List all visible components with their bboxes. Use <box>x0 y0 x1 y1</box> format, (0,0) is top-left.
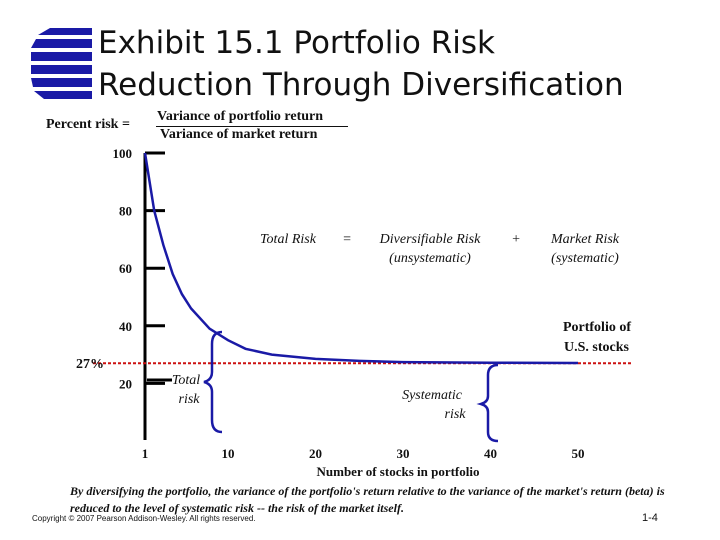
y-tick-label: 100 <box>113 146 133 161</box>
x-tick-label: 30 <box>397 446 410 461</box>
equation-plus: + <box>511 232 520 247</box>
formula-fraction-line <box>156 126 348 127</box>
publisher-logo <box>31 28 92 99</box>
formula-denominator: Variance of market return <box>160 127 318 142</box>
systematic-risk-label-line-1: Systematic <box>402 388 463 403</box>
title-line-2: Reduction Through Diversification <box>98 67 624 103</box>
slide-number: 1-4 <box>642 512 658 524</box>
y-tick-label: 40 <box>119 319 132 334</box>
y-tick-label: 60 <box>119 261 132 276</box>
formula-numerator: Variance of portfolio return <box>157 109 324 124</box>
systematic-risk-brace <box>476 363 499 443</box>
x-tick-label: 20 <box>309 446 322 461</box>
market-risk-label: 27% <box>76 357 104 372</box>
x-tick-label: 50 <box>572 446 585 461</box>
equation-market-risk: Market Risk <box>550 232 620 247</box>
chart-ticks: 20 40 60 80 100 1 10 20 30 40 50 Number of stocks i… <box>113 146 585 479</box>
total-risk-label-line-1: Total <box>172 373 200 388</box>
x-tick-label: 40 <box>484 446 497 461</box>
equation-total-risk: Total Risk <box>260 232 317 247</box>
portfolio-label-line-1: Portfolio of <box>563 320 631 335</box>
y-tick-label: 80 <box>119 204 132 219</box>
total-risk-brace <box>203 330 223 434</box>
portfolio-label-line-2: U.S. stocks <box>564 340 630 355</box>
chart-lines: 27% <box>76 152 632 372</box>
total-risk-label-line-2: risk <box>179 392 201 407</box>
title-line-1: Exhibit 15.1 Portfolio Risk <box>98 25 496 61</box>
caption-text: By diversifying the portfolio, the varia… <box>70 484 665 515</box>
x-tick-label: 10 <box>222 446 235 461</box>
total-risk-curve <box>143 152 579 365</box>
equation-diversifiable-risk: Diversifiable Risk <box>379 232 481 247</box>
slide-title: Exhibit 15.1 Portfolio Risk Reduction Th… <box>98 22 698 106</box>
y-tick-label: 20 <box>119 376 132 391</box>
x-tick-label: 1 <box>142 446 149 461</box>
equation-unsystematic: (unsystematic) <box>389 251 471 266</box>
copyright-notice: Copyright © 2007 Pearson Addison-Wesley.… <box>32 514 256 523</box>
systematic-risk-label-line-2: risk <box>445 407 467 422</box>
x-axis-label: Number of stocks in portfolio <box>317 464 480 479</box>
equation-systematic: (systematic) <box>551 251 619 266</box>
formula-label: Percent risk = <box>46 117 130 132</box>
equation-equals: = <box>342 232 351 247</box>
chart-annotations: Total Risk = Diversifiable Risk (unsystemat… <box>147 232 631 443</box>
